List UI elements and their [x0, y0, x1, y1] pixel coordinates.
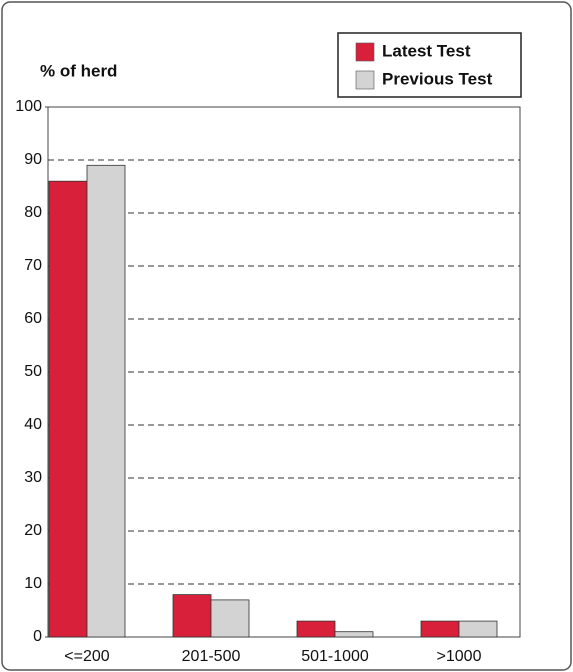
x-tick-label: >1000 — [437, 648, 482, 665]
y-axis-label: % of herd — [40, 61, 117, 80]
bar — [420, 620, 460, 638]
y-tick-label: 10 — [24, 575, 42, 592]
bar — [334, 631, 374, 638]
y-tick-label: 90 — [24, 151, 42, 168]
x-tick-label: 201-500 — [182, 648, 241, 665]
bar — [86, 164, 126, 638]
y-tick-label: 0 — [33, 628, 42, 645]
bar — [296, 620, 336, 638]
legend-label: Latest Test — [382, 41, 471, 60]
y-tick-label: 40 — [24, 416, 42, 433]
y-tick-label: 80 — [24, 204, 42, 221]
legend-label: Previous Test — [382, 69, 493, 88]
bar — [48, 180, 88, 638]
y-tick-label: 30 — [24, 469, 42, 486]
y-tick-label: 100 — [15, 98, 42, 115]
bar — [210, 599, 250, 638]
bar — [172, 594, 212, 638]
y-tick-label: 70 — [24, 257, 42, 274]
legend-swatch — [355, 42, 375, 62]
legend-swatch — [355, 70, 375, 90]
bar — [458, 620, 498, 638]
x-tick-label: 501-1000 — [301, 648, 369, 665]
y-tick-label: 50 — [24, 363, 42, 380]
y-tick-label: 60 — [24, 310, 42, 327]
y-tick-label: 20 — [24, 522, 42, 539]
x-tick-label: <=200 — [64, 648, 109, 665]
